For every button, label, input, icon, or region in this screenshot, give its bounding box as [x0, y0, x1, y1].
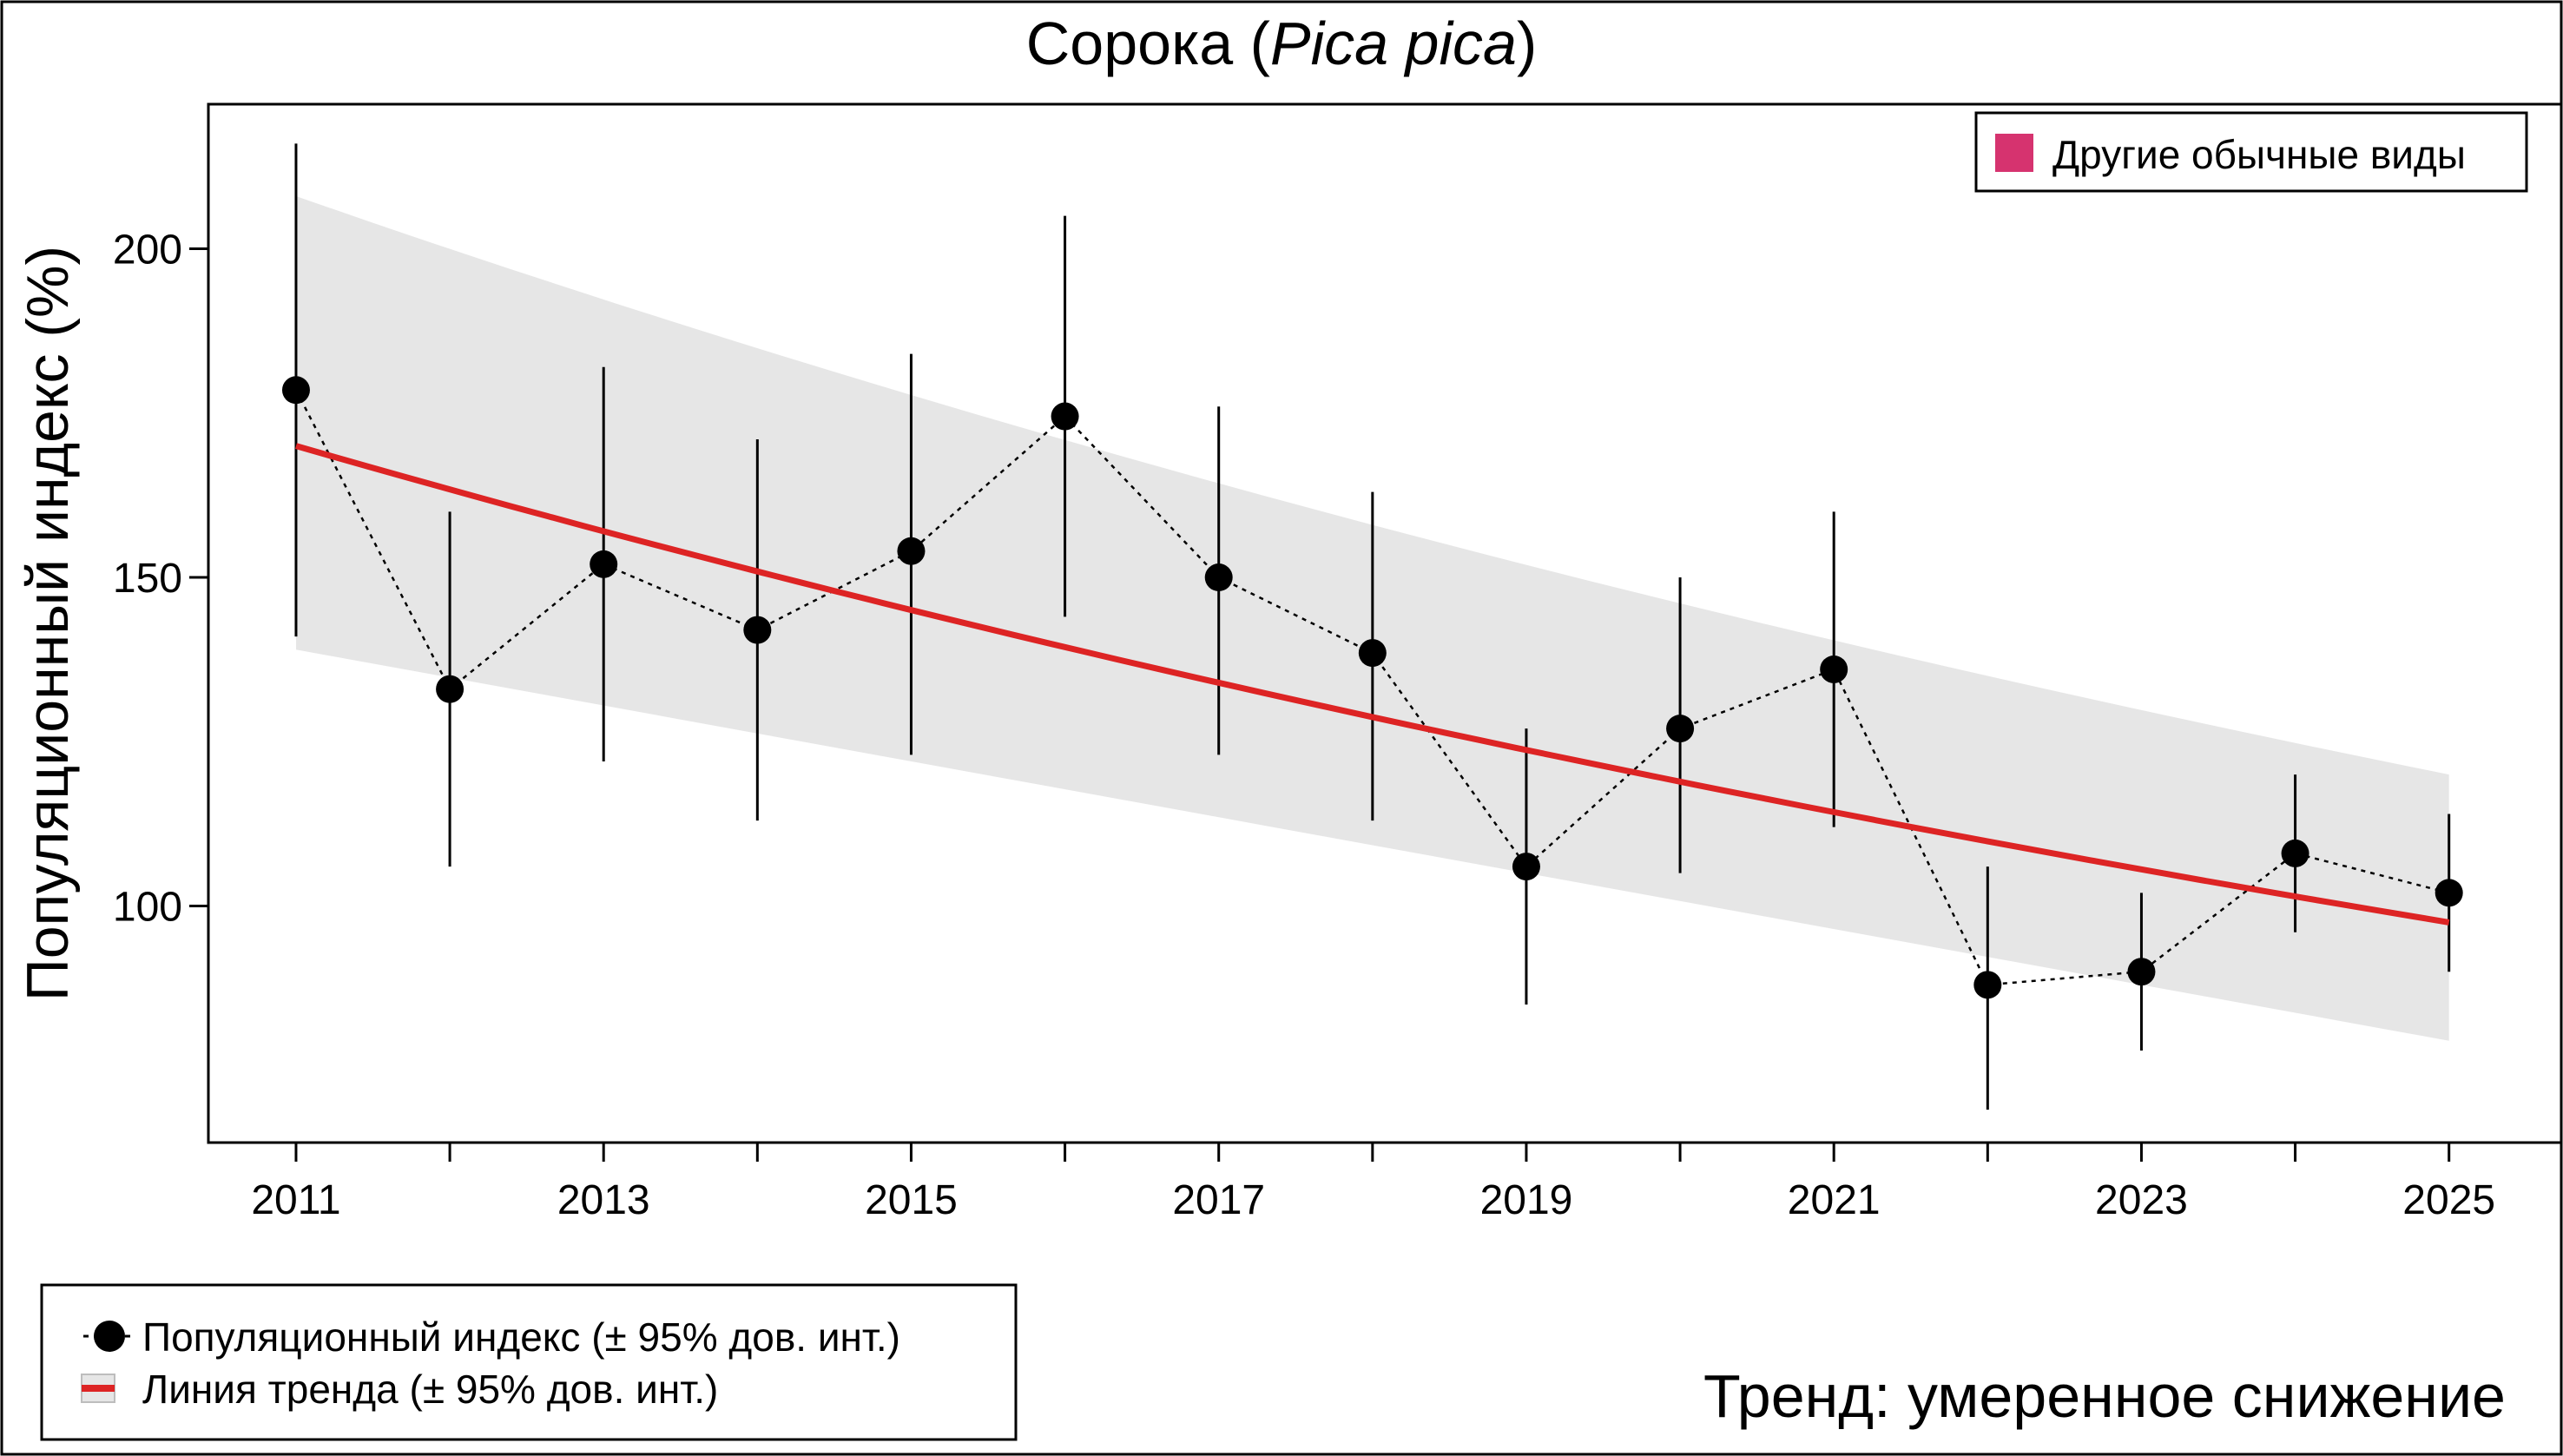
data-point-2017: [1204, 563, 1233, 592]
data-point-2018: [1358, 639, 1387, 668]
plot-frame: [207, 102, 2563, 1144]
trend-verdict: Тренд: умеренное снижение: [1703, 1362, 2506, 1430]
x-tick-label-2017: 2017: [1172, 1177, 1265, 1223]
legend-index-marker: [94, 1321, 125, 1352]
x-tick-label-2013: 2013: [557, 1177, 650, 1223]
data-point-2013: [590, 550, 618, 578]
top-legend-label: Другие обычные виды: [2052, 132, 2466, 177]
x-tick-label-2019: 2019: [1480, 1177, 1573, 1223]
data-point-2022: [1973, 971, 2002, 999]
y-axis-label: Популяционный индекс (%): [15, 246, 81, 1001]
data-point-2021: [1820, 655, 1848, 683]
x-tick-label-2023: 2023: [2095, 1177, 2188, 1223]
bottom-legend-box: [40, 1283, 1018, 1441]
title-common: Сорока (: [1026, 10, 1270, 77]
y-tick-label-200: 200: [113, 227, 182, 273]
trend-line: [295, 443, 2450, 926]
title-latin: Pica pica: [1270, 10, 1517, 77]
legend-index-label: Популяционный индекс (± 95% дов. инт.): [142, 1314, 900, 1360]
top-legend: Другие обычные виды: [1974, 111, 2528, 193]
data-point-2016: [1051, 402, 1079, 431]
bottom-legend: Популяционный индекс (± 95% дов. инт.) Л…: [40, 1283, 1018, 1441]
data-point-2023: [2127, 958, 2156, 986]
data-point-2011: [281, 376, 310, 405]
x-tick-label-2015: 2015: [865, 1177, 958, 1223]
top-legend-swatch: [1995, 134, 2033, 172]
plot-area: 100 150 200 2011 2013 2015 2017 2019 2021 2023 202…: [113, 143, 2495, 1223]
y-tick-label-150: 150: [113, 556, 182, 602]
y-tick-label-100: 100: [113, 884, 182, 930]
data-point-2015: [897, 537, 926, 565]
data-point-2025: [2435, 879, 2463, 907]
data-point-2019: [1512, 853, 1540, 881]
x-tick-label-2021: 2021: [1788, 1177, 1881, 1223]
data-point-2014: [743, 616, 772, 644]
x-tick-label-2025: 2025: [2402, 1177, 2495, 1223]
legend-trend-label: Линия тренда (± 95% дов. инт.): [142, 1367, 718, 1412]
title-close: ): [1517, 10, 1537, 77]
top-legend-box: [1974, 111, 2528, 193]
data-point-2020: [1666, 715, 1695, 743]
chart-title: Сорока (Pica pica): [1026, 10, 1538, 77]
data-point-2012: [436, 675, 465, 703]
data-point-2024: [2281, 839, 2309, 867]
x-tick-label-2011: 2011: [251, 1177, 340, 1223]
